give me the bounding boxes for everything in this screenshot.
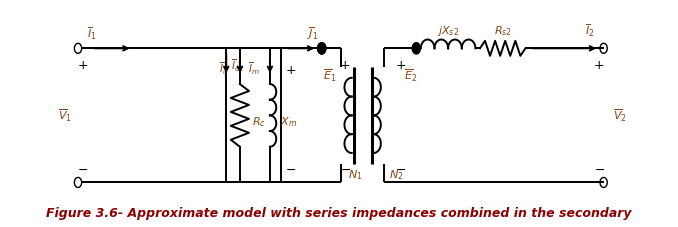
Text: +: + xyxy=(77,59,88,72)
Text: $-$: $-$ xyxy=(395,163,406,176)
Text: $R_{s2}$: $R_{s2}$ xyxy=(494,24,512,38)
Text: $\overline{V}_2$: $\overline{V}_2$ xyxy=(613,107,626,124)
Text: $-$: $-$ xyxy=(285,163,296,176)
Text: $\overline{V}_1$: $\overline{V}_1$ xyxy=(58,107,73,124)
Text: $R_c$: $R_c$ xyxy=(252,115,266,128)
Text: $\overline{E}_1$: $\overline{E}_1$ xyxy=(323,68,336,84)
Text: $\overline{I}_2$: $\overline{I}_2$ xyxy=(585,22,595,39)
Text: $-$: $-$ xyxy=(593,163,605,176)
Text: $\overline{I}_m$: $\overline{I}_m$ xyxy=(247,60,260,76)
Text: +: + xyxy=(594,59,604,72)
Text: $\overline{E}_2$: $\overline{E}_2$ xyxy=(405,68,418,84)
Text: $X_m$: $X_m$ xyxy=(280,115,297,128)
Circle shape xyxy=(317,43,326,54)
Circle shape xyxy=(317,43,326,54)
Text: $\overline{I}_c$: $\overline{I}_c$ xyxy=(219,60,228,76)
Circle shape xyxy=(412,43,420,54)
Text: $\overline{J}_1$: $\overline{J}_1$ xyxy=(307,25,319,42)
Text: $N_1$: $N_1$ xyxy=(348,168,363,182)
Text: $jX_{s2}$: $jX_{s2}$ xyxy=(437,24,459,38)
Text: +: + xyxy=(395,59,406,72)
Text: +: + xyxy=(340,59,351,72)
Text: $\overline{I}_{ex}$: $\overline{I}_{ex}$ xyxy=(231,58,245,74)
Text: +: + xyxy=(285,64,296,77)
Text: $N_2$: $N_2$ xyxy=(389,168,403,182)
Text: $-$: $-$ xyxy=(340,163,351,176)
Text: $-$: $-$ xyxy=(77,163,88,176)
Text: $\overline{I}_1$: $\overline{I}_1$ xyxy=(87,25,97,42)
Text: Figure 3.6- Approximate model with series impedances combined in the secondary: Figure 3.6- Approximate model with serie… xyxy=(46,207,632,220)
